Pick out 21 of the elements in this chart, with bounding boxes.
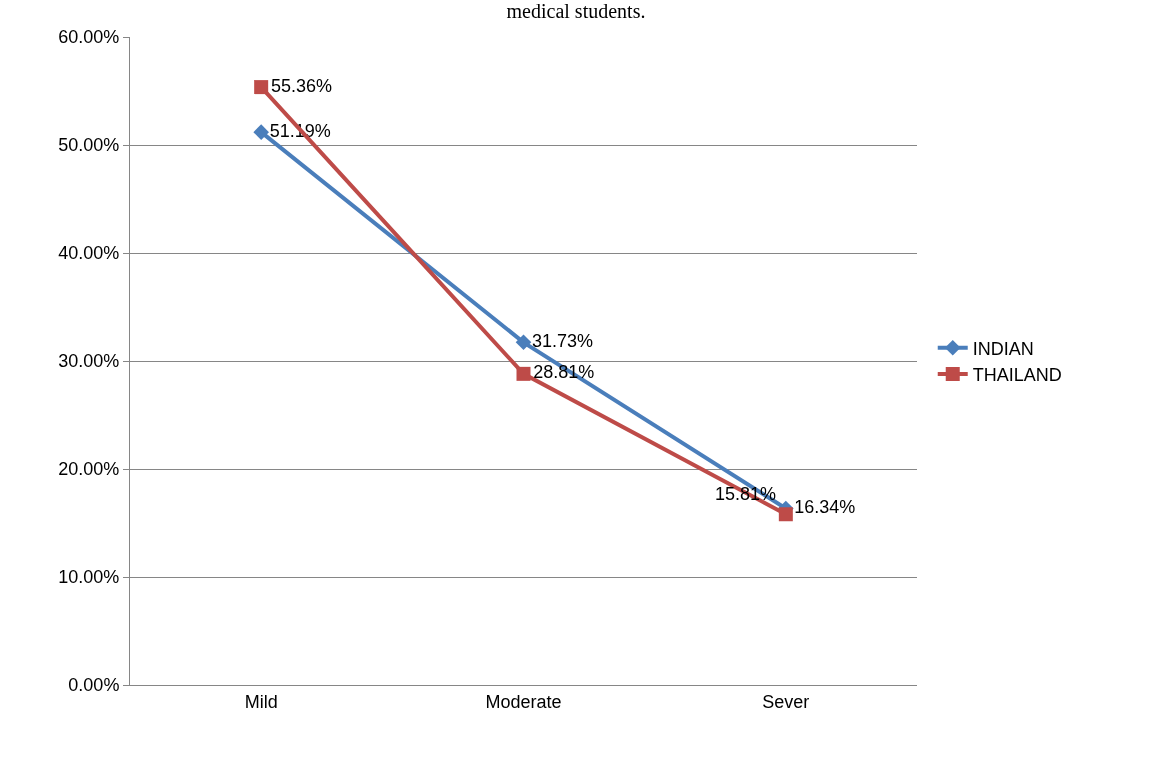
y-tick-label: 30.00%	[58, 351, 120, 372]
x-tick-label: Sever	[762, 691, 810, 712]
data-label: 31.73%	[532, 330, 594, 351]
data-label: 16.34%	[794, 497, 856, 518]
y-tick-label: 20.00%	[58, 459, 120, 480]
y-tick-label: 10.00%	[58, 567, 120, 588]
point	[515, 334, 532, 351]
point	[516, 366, 531, 381]
data-label: 55.36%	[270, 75, 332, 96]
legend-label: THAILAND	[972, 365, 1062, 386]
chart-title: medical students.	[506, 0, 646, 22]
x-tick-label: Mild	[244, 691, 278, 712]
y-tick-label: 50.00%	[58, 135, 120, 156]
point	[254, 80, 269, 95]
point	[778, 507, 793, 522]
y-tick-label: 0.00%	[68, 675, 120, 696]
legend-label: INDIAN	[972, 338, 1034, 359]
x-tick-label: Moderate	[485, 691, 562, 712]
point	[253, 124, 269, 140]
y-tick-label: 60.00%	[58, 27, 120, 48]
y-tick-label: 40.00%	[58, 243, 120, 264]
